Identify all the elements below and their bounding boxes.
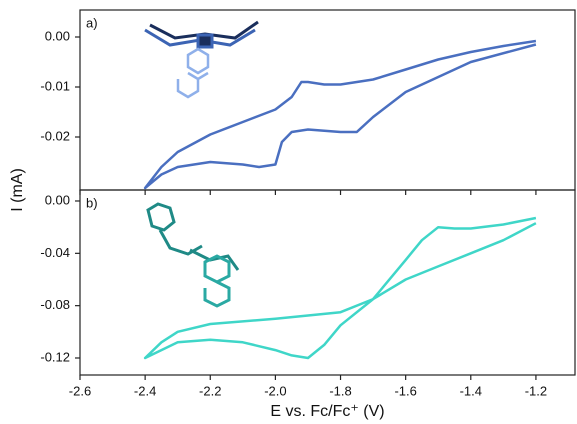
molecule-a — [145, 22, 258, 97]
x-tick-label: -2.0 — [264, 383, 286, 398]
y-tick-label: -0.12 — [40, 349, 70, 364]
x-tick-label: -1.2 — [525, 383, 547, 398]
x-tick-label: -1.6 — [394, 383, 416, 398]
y-tick-label: -0.08 — [40, 297, 70, 312]
x-tick-label: -1.4 — [460, 383, 482, 398]
y-tick-label: 0.00 — [45, 192, 70, 207]
x-tick-label: -1.8 — [329, 383, 351, 398]
figure: 0.00 -0.01 -0.02 a) I (mA) 0.00 -0.04 -0.08 -0.1… — [0, 0, 577, 424]
x-tick-label: -2.2 — [199, 383, 221, 398]
x-tick-label: -2.4 — [134, 383, 156, 398]
molecule-b — [148, 204, 238, 306]
panel-label: b) — [86, 195, 98, 210]
panel-label: a) — [86, 15, 98, 30]
y-tick-label: -0.02 — [40, 128, 70, 143]
x-axis-label: E vs. Fc/Fc⁺ (V) — [270, 403, 384, 420]
y-tick-label: -0.04 — [40, 245, 70, 260]
axes-frame — [80, 190, 575, 375]
y-tick-label: -0.01 — [40, 78, 70, 93]
x-tick-label: -2.6 — [69, 383, 91, 398]
y-tick-label: 0.00 — [45, 28, 70, 43]
cv-curve — [145, 41, 536, 188]
y-axis-label: I (mA) — [9, 168, 26, 212]
